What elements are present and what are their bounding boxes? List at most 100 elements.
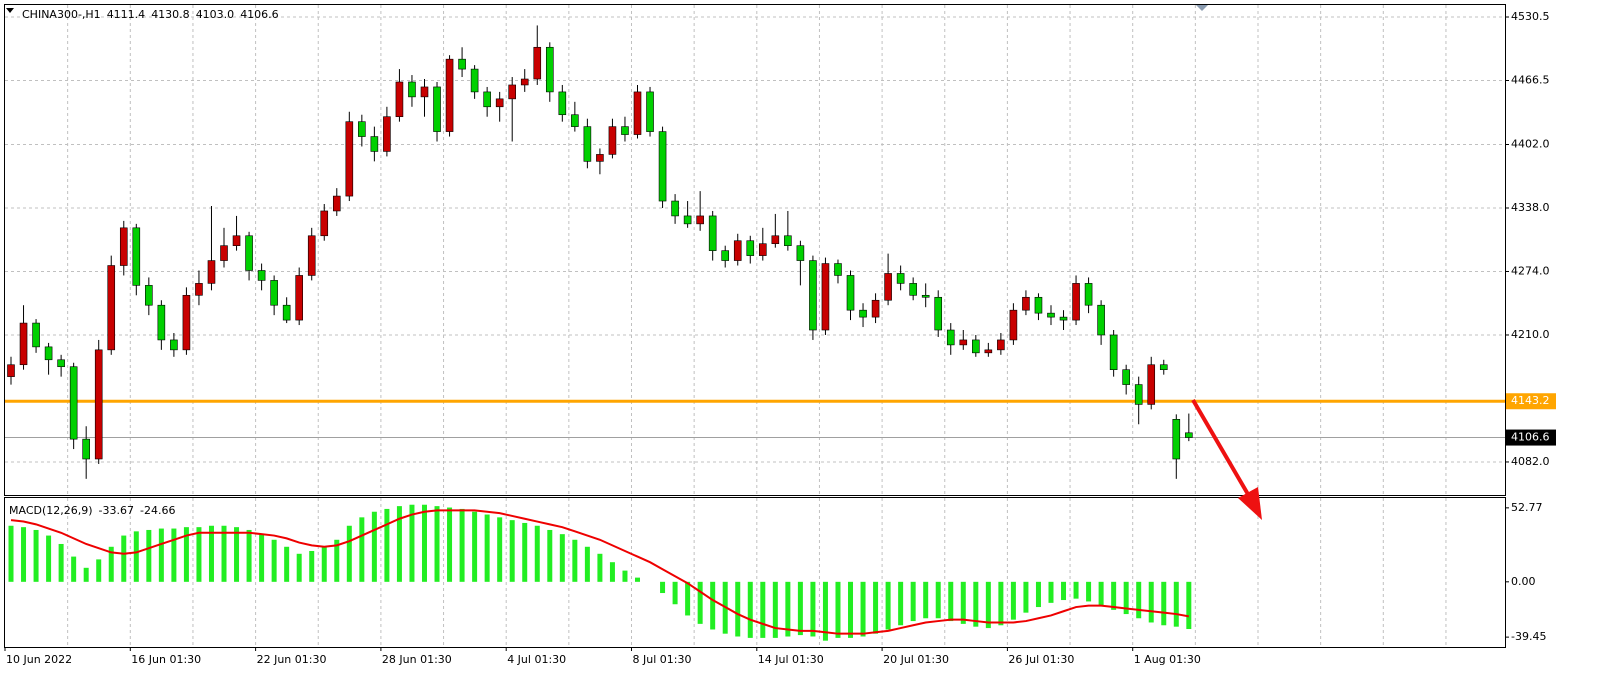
macd-bar [885, 581, 891, 630]
macd-value: -24.66 [140, 504, 175, 517]
macd-bar [296, 553, 302, 582]
macd-bar [183, 527, 189, 582]
header-value: 4130.8 [151, 8, 190, 21]
candle-body [784, 235, 792, 246]
macd-bar [985, 581, 991, 629]
candle-body [220, 245, 228, 261]
candle-body [708, 215, 717, 251]
candle-body [746, 240, 755, 256]
macd-bar [158, 528, 164, 582]
macd-bar [923, 581, 929, 619]
macd-bar [685, 581, 691, 616]
macd-bar [409, 504, 415, 582]
macd-bar [860, 581, 866, 637]
macd-bar [547, 529, 553, 582]
candle-body [119, 227, 128, 266]
macd-bar [384, 508, 390, 582]
candle-body [257, 270, 266, 281]
macd-bar [609, 562, 615, 582]
candle-body [94, 349, 103, 460]
candle-body [771, 235, 780, 245]
macd-bar [83, 567, 89, 582]
candle-body [596, 154, 604, 162]
macd-bar [259, 534, 265, 582]
macd-bar [635, 577, 640, 582]
candle-body [545, 46, 554, 93]
candle-body [633, 91, 642, 135]
macd-bar [334, 539, 340, 582]
candle-body [332, 195, 341, 212]
candle-body [934, 296, 943, 331]
candle-body [909, 283, 917, 296]
candle-body [495, 98, 504, 108]
macd-bar [735, 581, 741, 637]
x-tick-label: 14 Jul 01:30 [758, 653, 824, 666]
macd-bar [497, 517, 503, 582]
candle-body [533, 46, 542, 80]
macd-bar [1023, 581, 1029, 613]
macd-value: -33.67 [99, 504, 134, 517]
macd-bar [1136, 581, 1142, 619]
macd-bar [8, 525, 14, 582]
candle-body [1072, 283, 1080, 321]
macd-bar [284, 546, 290, 582]
macd-bar [447, 507, 453, 582]
shift-marker[interactable] [1196, 5, 1208, 11]
macd-bar [58, 543, 64, 582]
menu-triangle[interactable] [6, 8, 14, 13]
candle-body [145, 285, 153, 306]
candle-body [621, 126, 629, 135]
bid-label: 4106.6 [1511, 431, 1550, 444]
macd-bar [246, 529, 252, 582]
macd-bar [584, 546, 590, 582]
candle-body [358, 121, 366, 137]
candle-body [921, 294, 930, 298]
marks [5, 25, 1505, 641]
macd-bar [622, 570, 628, 582]
candle-body [433, 86, 441, 132]
candle-body [658, 131, 667, 202]
macd-bar [935, 581, 941, 619]
candle-body [445, 58, 454, 132]
macd-bar [710, 581, 716, 630]
macd-bar [171, 528, 177, 582]
candle-body [796, 245, 805, 261]
level-box [1506, 393, 1556, 410]
candle-body [157, 304, 166, 341]
arrow-head [1238, 487, 1262, 520]
candle-body [1122, 369, 1130, 385]
candle-body [859, 309, 867, 318]
candle-body [1059, 316, 1068, 321]
macd-bar [572, 539, 578, 582]
candle-body [809, 260, 817, 331]
candle-body [1022, 296, 1030, 311]
candle-body [821, 263, 830, 331]
candle-body [1134, 384, 1143, 405]
candle-body [170, 339, 178, 351]
macd-bar [948, 581, 954, 622]
macd-bar [534, 525, 540, 582]
candle-body [946, 329, 955, 346]
macd-bar [234, 527, 240, 582]
header-value: 4106.6 [240, 8, 279, 21]
candle-body [871, 299, 880, 318]
candle-body [558, 91, 567, 116]
candle-body [834, 263, 842, 276]
candle-body [1047, 312, 1055, 318]
macd-bar [1148, 581, 1154, 623]
macd-bar [121, 535, 127, 582]
candle-body [1034, 296, 1043, 314]
y-tick-label: 4210.0 [1511, 328, 1550, 341]
macd-header: MACD(12,26,9) -33.67 -24.66 [9, 504, 175, 517]
candle-body [282, 304, 291, 321]
macd-bar [1073, 581, 1079, 599]
macd-bar [396, 506, 402, 582]
candle-body [1147, 364, 1156, 405]
candle-body [44, 346, 53, 361]
candle-body [683, 215, 692, 225]
macd-bar [1048, 581, 1054, 603]
candle-body [520, 78, 529, 86]
header-value: 4111.4 [107, 8, 146, 21]
macd-bar [146, 529, 152, 582]
